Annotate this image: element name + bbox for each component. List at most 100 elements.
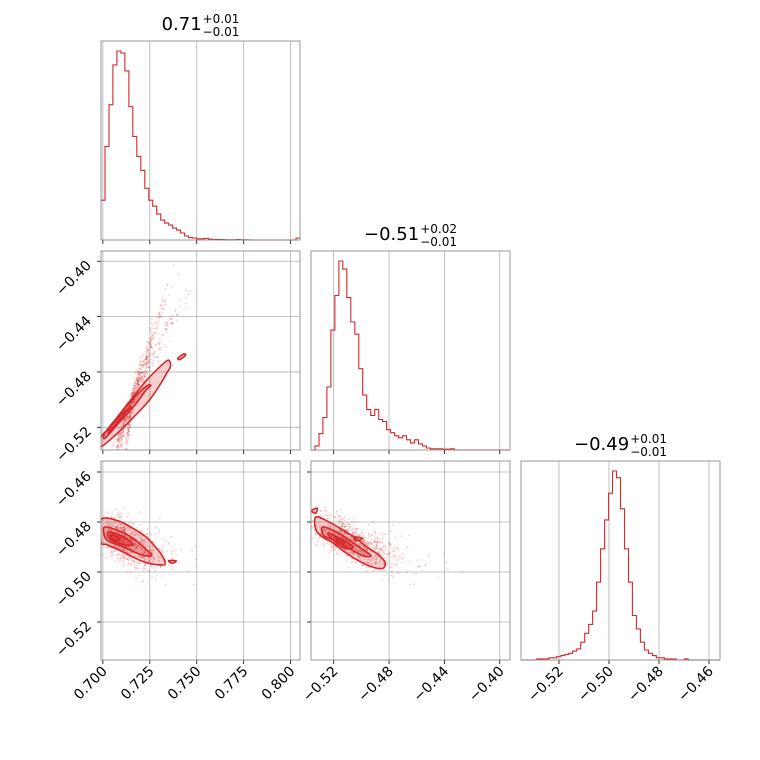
sample-point xyxy=(158,341,161,344)
sample-point xyxy=(145,357,148,360)
sample-point xyxy=(355,532,358,535)
sample-point xyxy=(343,526,346,528)
sample-point xyxy=(373,546,376,548)
sample-point xyxy=(128,434,131,437)
sample-point xyxy=(128,416,131,418)
sample-point xyxy=(161,341,163,344)
sample-point xyxy=(169,574,171,576)
param-title-value: −0.51 xyxy=(364,224,419,245)
sample-point xyxy=(383,569,386,572)
sample-point xyxy=(130,411,132,414)
sample-point xyxy=(357,555,360,558)
sample-point xyxy=(131,393,133,396)
sample-point xyxy=(148,570,150,573)
sample-point xyxy=(165,322,167,325)
sample-point xyxy=(366,570,368,572)
sample-point xyxy=(151,548,154,551)
sample-point xyxy=(382,551,385,554)
sample-point xyxy=(134,554,136,556)
sample-point xyxy=(108,521,110,524)
sample-point xyxy=(374,540,377,543)
sample-point xyxy=(135,546,138,549)
histogram-bin xyxy=(117,51,121,240)
sample-point xyxy=(137,380,140,383)
sample-point xyxy=(346,522,349,524)
sample-point xyxy=(355,532,358,534)
sample-point xyxy=(129,570,132,573)
sample-point xyxy=(363,541,366,544)
sample-point xyxy=(158,343,161,346)
sample-point xyxy=(173,549,176,552)
sample-point xyxy=(365,541,368,544)
sample-point xyxy=(128,415,131,418)
sample-point xyxy=(123,420,125,423)
sample-point xyxy=(128,552,131,555)
sample-point xyxy=(377,538,380,540)
sample-point xyxy=(116,525,118,528)
sample-point xyxy=(379,566,382,569)
sample-point xyxy=(133,387,136,389)
sample-point xyxy=(322,542,325,544)
sample-point xyxy=(146,358,148,360)
sample-point xyxy=(137,378,140,381)
sample-point xyxy=(142,363,145,366)
sample-point xyxy=(370,538,373,541)
sample-point xyxy=(146,351,148,354)
sample-point xyxy=(370,542,373,544)
sample-point xyxy=(123,557,126,560)
sample-point xyxy=(338,520,341,523)
sample-point xyxy=(125,440,127,443)
sample-point xyxy=(122,530,125,532)
sample-point xyxy=(376,562,379,564)
sample-point xyxy=(123,549,126,552)
sample-point xyxy=(152,560,154,563)
sample-point xyxy=(149,549,152,551)
sample-point xyxy=(139,364,142,366)
sample-point xyxy=(319,514,321,517)
sample-point xyxy=(135,385,138,388)
sample-point xyxy=(360,533,362,536)
sample-point xyxy=(115,545,117,548)
sample-point xyxy=(122,548,124,551)
sample-point xyxy=(341,520,343,523)
sample-point xyxy=(125,443,128,446)
sample-point xyxy=(333,545,335,548)
sample-point xyxy=(110,529,113,532)
sample-point xyxy=(389,543,391,546)
sample-point xyxy=(158,529,161,532)
sample-point xyxy=(135,542,137,545)
sample-point xyxy=(382,561,384,564)
sample-point xyxy=(138,375,141,378)
sample-point xyxy=(140,372,142,375)
sample-point xyxy=(327,517,330,520)
sample-point xyxy=(365,566,368,569)
sample-point xyxy=(132,384,135,387)
sample-point xyxy=(155,526,158,529)
sample-point xyxy=(126,435,129,438)
sample-point xyxy=(126,426,129,428)
sample-point xyxy=(118,440,121,442)
sample-point xyxy=(388,559,391,562)
sample-point xyxy=(120,523,123,526)
sample-point xyxy=(145,533,148,535)
sample-point xyxy=(338,529,341,532)
histogram-bin xyxy=(644,650,648,660)
sample-point xyxy=(132,392,135,395)
sample-point xyxy=(124,421,127,423)
sample-point xyxy=(102,519,104,522)
sample-point xyxy=(129,538,132,540)
sample-point xyxy=(367,562,369,565)
sample-point xyxy=(164,343,167,346)
contour-line-0.68 xyxy=(320,526,372,558)
sample-point xyxy=(116,446,119,449)
sample-point xyxy=(341,525,344,527)
sample-point xyxy=(144,375,147,378)
sample-point xyxy=(147,348,149,351)
sample-point xyxy=(396,571,399,574)
sample-point xyxy=(155,552,158,555)
sample-point xyxy=(133,545,136,547)
sample-point xyxy=(379,547,382,550)
sample-point xyxy=(158,317,161,319)
sample-point xyxy=(384,557,386,559)
sample-point xyxy=(133,382,136,384)
